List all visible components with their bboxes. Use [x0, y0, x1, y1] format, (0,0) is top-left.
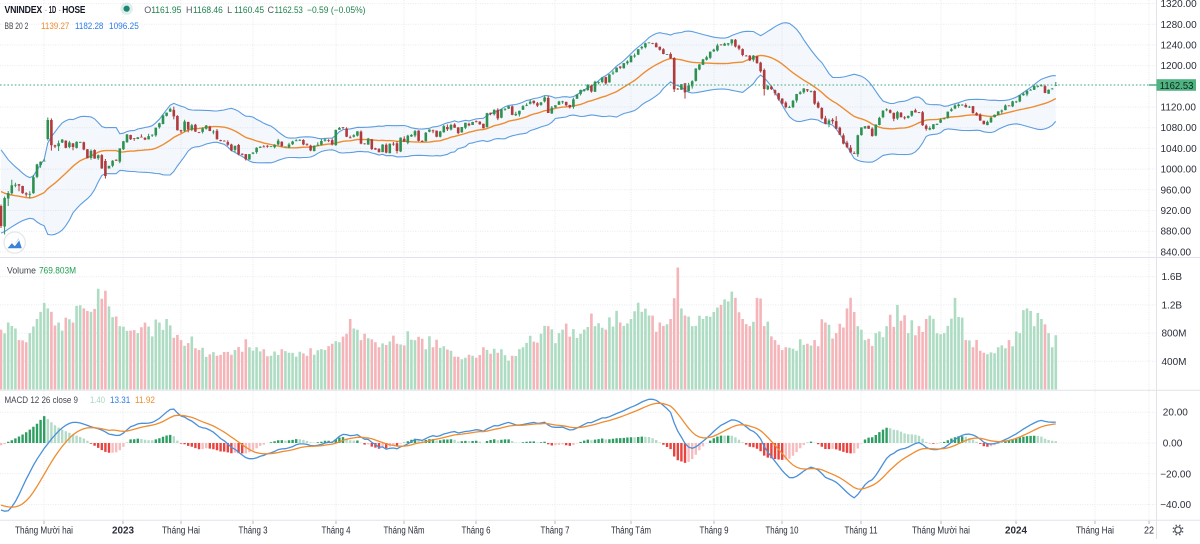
svg-text:20.00: 20.00 — [1163, 408, 1188, 419]
svg-text:1240.00: 1240.00 — [1161, 41, 1198, 52]
svg-text:BB 20 2: BB 20 2 — [5, 21, 29, 31]
svg-text:960.00: 960.00 — [1161, 185, 1192, 196]
svg-text:1168.46: 1168.46 — [193, 5, 223, 15]
svg-text:1040.00: 1040.00 — [1161, 144, 1198, 155]
svg-text:Tháng 6: Tháng 6 — [462, 526, 491, 537]
svg-text:VNINDEX: VNINDEX — [5, 4, 43, 16]
svg-text:1280.00: 1280.00 — [1161, 20, 1198, 31]
svg-text:Tháng Tám: Tháng Tám — [611, 526, 651, 537]
svg-text:840.00: 840.00 — [1161, 247, 1192, 258]
svg-text:13.31: 13.31 — [110, 395, 130, 405]
svg-text:880.00: 880.00 — [1161, 227, 1192, 238]
svg-text:1000.00: 1000.00 — [1161, 165, 1198, 176]
svg-text:400M: 400M — [1162, 357, 1187, 368]
svg-text:Tháng Hai: Tháng Hai — [1076, 526, 1114, 537]
svg-text:1096.25: 1096.25 — [109, 21, 139, 31]
svg-text:1D: 1D — [49, 4, 57, 16]
svg-text:Tháng 9: Tháng 9 — [700, 526, 729, 537]
svg-text:1162.53: 1162.53 — [275, 5, 303, 15]
svg-text:Tháng 4: Tháng 4 — [322, 526, 351, 537]
svg-text:·: · — [44, 4, 48, 16]
svg-text:920.00: 920.00 — [1161, 206, 1192, 217]
svg-text:·: · — [58, 4, 62, 16]
svg-text:C: C — [268, 5, 275, 15]
svg-text:1161.95: 1161.95 — [151, 5, 181, 15]
svg-text:769.803M: 769.803M — [39, 266, 76, 276]
svg-text:1120.00: 1120.00 — [1161, 103, 1197, 114]
svg-text:1.2B: 1.2B — [1162, 300, 1183, 311]
svg-text:Tháng 10: Tháng 10 — [766, 526, 799, 537]
svg-text:HOSE: HOSE — [62, 4, 85, 16]
svg-text:2024: 2024 — [1005, 526, 1027, 537]
svg-text:Tháng 3: Tháng 3 — [239, 526, 268, 537]
svg-text:Tháng Năm: Tháng Năm — [384, 526, 425, 537]
svg-text:1320.00: 1320.00 — [1161, 0, 1198, 10]
svg-text:11.92: 11.92 — [135, 395, 155, 405]
svg-text:1162.53: 1162.53 — [1160, 80, 1194, 92]
svg-text:Tháng 11: Tháng 11 — [845, 526, 878, 537]
svg-text:−40.00: −40.00 — [1160, 500, 1191, 511]
svg-text:MACD 12 26 close 9: MACD 12 26 close 9 — [5, 395, 79, 405]
svg-text:Tháng Mười hai: Tháng Mười hai — [15, 526, 73, 537]
svg-text:Tháng 7: Tháng 7 — [541, 526, 570, 537]
svg-text:0.00: 0.00 — [1163, 439, 1183, 450]
svg-text:−0.59 (−0.05%): −0.59 (−0.05%) — [307, 5, 366, 15]
svg-text:2023: 2023 — [112, 526, 134, 537]
svg-text:Tháng Hai: Tháng Hai — [162, 526, 200, 537]
svg-text:L: L — [227, 5, 232, 15]
svg-text:1.40: 1.40 — [90, 395, 105, 405]
svg-text:1160.45: 1160.45 — [234, 5, 264, 15]
svg-text:1200.00: 1200.00 — [1161, 61, 1198, 72]
svg-text:O: O — [144, 5, 151, 15]
svg-text:1182.28: 1182.28 — [75, 21, 103, 31]
svg-text:1139.27: 1139.27 — [41, 21, 69, 31]
svg-text:Tháng Mười hai: Tháng Mười hai — [912, 526, 970, 537]
svg-text:H: H — [186, 5, 193, 15]
svg-text:Volume: Volume — [7, 266, 36, 276]
svg-text:1.6B: 1.6B — [1162, 272, 1183, 283]
svg-text:1080.00: 1080.00 — [1161, 123, 1198, 134]
svg-text:22: 22 — [1144, 526, 1154, 537]
svg-text:−20.00: −20.00 — [1160, 469, 1191, 480]
svg-text:800M: 800M — [1162, 329, 1187, 340]
